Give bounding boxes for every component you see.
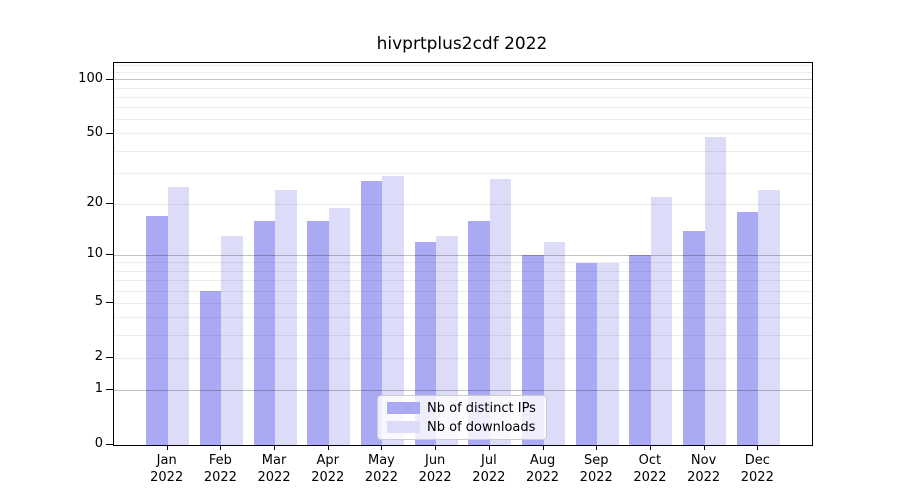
y-tick-label: 50: [86, 124, 103, 140]
year-label: 2022: [418, 470, 452, 485]
month-label: Oct: [638, 453, 662, 468]
y-tick-label: 0: [94, 436, 103, 451]
bar-downloads-oct: [650, 196, 673, 445]
month-label: Jul: [481, 453, 497, 468]
bar-downloads-jun: [436, 236, 458, 445]
x-tick-label-sep: Sep 2022: [564, 452, 628, 486]
x-tick-mark: [649, 445, 651, 450]
x-tick-mark: [327, 445, 329, 450]
month-label: Sep: [583, 453, 609, 468]
x-tick-label-may: May 2022: [349, 452, 413, 486]
x-tick-mark: [488, 445, 490, 450]
x-tick-label-aug: Aug 2022: [511, 452, 575, 486]
bar-downloads-jan: [167, 187, 190, 445]
bar-distinct-ips-sep: [575, 262, 598, 445]
bar-downloads-nov: [704, 137, 727, 445]
year-label: 2022: [472, 470, 506, 485]
legend-label-distinct-ips: Nb of distinct IPs: [427, 400, 536, 416]
year-label: 2022: [203, 470, 237, 485]
x-tick-label-dec: Dec 2022: [725, 452, 789, 486]
bar-distinct-ips-oct: [629, 255, 651, 445]
bar-distinct-ips-dec: [736, 212, 759, 445]
bar-distinct-ips-nov: [683, 230, 705, 445]
x-tick-label-mar: Mar 2022: [242, 452, 306, 486]
bar-distinct-ips-may: [360, 181, 383, 445]
plot-area: Nb of distinct IPs Nb of downloads: [113, 62, 813, 446]
bar-downloads-dec: [758, 190, 780, 445]
year-label: 2022: [364, 470, 398, 485]
y-tick-mark: [106, 78, 113, 80]
y-tick-mark: [106, 254, 113, 256]
y-tick-label: 1: [94, 381, 103, 397]
month-label: Jan: [156, 453, 177, 468]
y-tick-mark: [106, 203, 113, 205]
year-label: 2022: [311, 470, 345, 485]
y-tick-label: 10: [86, 246, 103, 262]
y-tick-label: 20: [86, 195, 103, 211]
bar-downloads-sep: [597, 262, 619, 445]
month-label: Mar: [261, 453, 287, 468]
y-tick-label: 100: [78, 70, 103, 86]
bar-distinct-ips-mar: [253, 220, 276, 445]
x-tick-label-jul: Jul 2022: [457, 452, 521, 486]
year-label: 2022: [257, 470, 291, 485]
x-tick-mark: [274, 445, 276, 450]
x-tick-mark: [703, 445, 705, 450]
month-label: Nov: [690, 453, 717, 468]
year-label: 2022: [579, 470, 613, 485]
year-label: 2022: [687, 470, 721, 485]
month-label: Apr: [316, 453, 340, 468]
x-tick-mark: [166, 445, 168, 450]
chart-title: hivprtplus2cdf 2022: [376, 34, 548, 54]
month-label: Feb: [208, 453, 232, 468]
legend-entry-downloads: Nb of downloads: [387, 419, 546, 435]
bar-downloads-may: [382, 175, 404, 445]
bars-layer: [114, 63, 812, 445]
x-tick-label-oct: Oct 2022: [618, 452, 682, 486]
x-tick-label-apr: Apr 2022: [296, 452, 360, 486]
legend-label-downloads: Nb of downloads: [427, 419, 536, 435]
month-label: May: [368, 453, 395, 468]
year-label: 2022: [525, 470, 560, 485]
month-label: Aug: [529, 453, 556, 468]
bar-downloads-aug: [543, 242, 566, 445]
x-tick-mark: [220, 445, 222, 450]
y-tick-label: 5: [94, 294, 103, 310]
year-label: 2022: [633, 470, 667, 485]
bar-downloads-feb: [221, 236, 243, 445]
y-tick-mark: [106, 389, 113, 391]
bar-downloads-jul: [489, 178, 512, 445]
legend: Nb of distinct IPs Nb of downloads: [377, 395, 547, 440]
month-label: Dec: [744, 453, 770, 468]
y-tick-mark: [106, 302, 113, 304]
bar-distinct-ips-jun: [414, 242, 437, 445]
bar-distinct-ips-jan: [146, 216, 168, 445]
month-label: Jun: [424, 453, 446, 468]
y-tick-mark: [106, 357, 113, 359]
legend-swatch-downloads: [387, 421, 420, 433]
x-tick-mark: [435, 445, 437, 450]
x-tick-mark: [596, 445, 598, 450]
year-label: 2022: [150, 470, 184, 485]
x-tick-label-feb: Feb 2022: [188, 452, 252, 486]
x-tick-mark: [757, 445, 759, 450]
y-tick-mark: [106, 132, 113, 134]
legend-entry-distinct-ips: Nb of distinct IPs: [387, 400, 546, 416]
x-tick-label-jun: Jun 2022: [403, 452, 467, 486]
x-tick-mark: [542, 445, 544, 450]
bar-downloads-mar: [275, 190, 297, 445]
legend-swatch-distinct-ips: [387, 402, 420, 414]
x-tick-label-jan: Jan 2022: [135, 452, 199, 486]
x-tick-label-nov: Nov 2022: [672, 452, 736, 486]
year-label: 2022: [740, 470, 774, 485]
bar-distinct-ips-feb: [199, 291, 222, 445]
x-tick-mark: [381, 445, 383, 450]
y-tick-label: 2: [94, 349, 103, 365]
bar-distinct-ips-apr: [307, 220, 329, 445]
bar-distinct-ips-jul: [468, 220, 490, 445]
y-tick-mark: [106, 444, 113, 445]
bar-downloads-apr: [328, 207, 351, 445]
